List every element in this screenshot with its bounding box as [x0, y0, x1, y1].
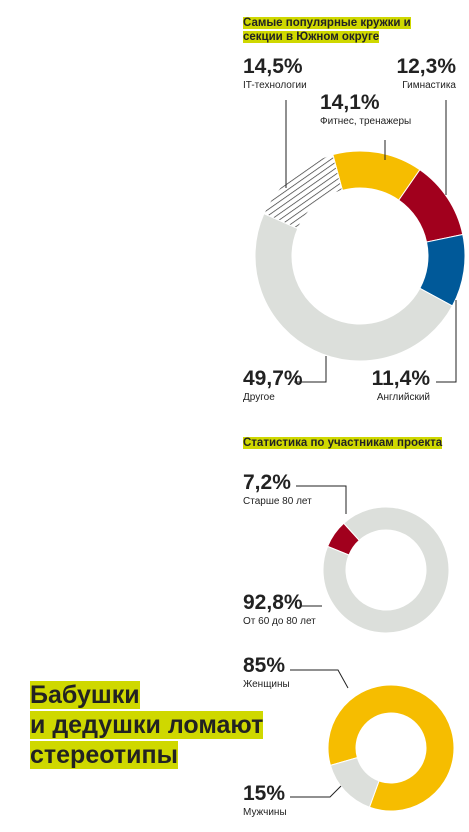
category-label: Женщины: [243, 679, 290, 690]
donut-slice: [329, 757, 380, 808]
headline: Бабушки и дедушки ломают стереотипы: [30, 680, 264, 770]
donut-slice: [254, 212, 454, 362]
chart-title: Статистика по участникам проекта: [243, 436, 443, 450]
headline-line: Бабушки: [30, 680, 263, 710]
headline-text: Бабушки: [30, 681, 140, 709]
chart-title-text: Статистика по участникам проекта: [243, 437, 443, 449]
donut-slice: [327, 684, 455, 812]
category-label: Английский: [377, 392, 430, 403]
category-label: Гимнастика: [402, 80, 456, 91]
category-label: Фитнес, тренажеры: [320, 116, 411, 127]
donut-slice: [322, 506, 450, 634]
value-label: 11,4%: [372, 367, 431, 390]
headline-text: и дедушки ломают: [30, 711, 264, 739]
headline-line: и дедушки ломают: [30, 710, 264, 740]
value-label: 12,3%: [396, 55, 456, 78]
category-label: Старше 80 лет: [243, 496, 312, 507]
leader-line: [296, 485, 347, 514]
category-label: Мужчины: [243, 807, 287, 818]
category-label: Другое: [243, 392, 275, 403]
category-label: От 60 до 80 лет: [243, 616, 316, 627]
headline-line: стереотипы: [30, 740, 263, 770]
chart-title: Самые популярные кружки и секции в Южном…: [243, 16, 443, 44]
leader-line: [436, 300, 457, 383]
leader-line: [290, 669, 349, 689]
value-label: 92,8%: [243, 591, 303, 614]
donut-slice: [263, 153, 344, 230]
leader-line: [290, 785, 342, 798]
value-label: 15%: [243, 782, 285, 805]
value-label: 85%: [243, 654, 285, 677]
leader-line: [294, 356, 327, 383]
value-label: 7,2%: [243, 471, 291, 494]
value-label: 49,7%: [243, 367, 303, 390]
value-label: 14,5%: [243, 55, 303, 78]
headline-text: стереотипы: [30, 741, 178, 769]
category-label: IT-технологии: [243, 80, 307, 91]
value-label: 14,1%: [320, 91, 380, 114]
